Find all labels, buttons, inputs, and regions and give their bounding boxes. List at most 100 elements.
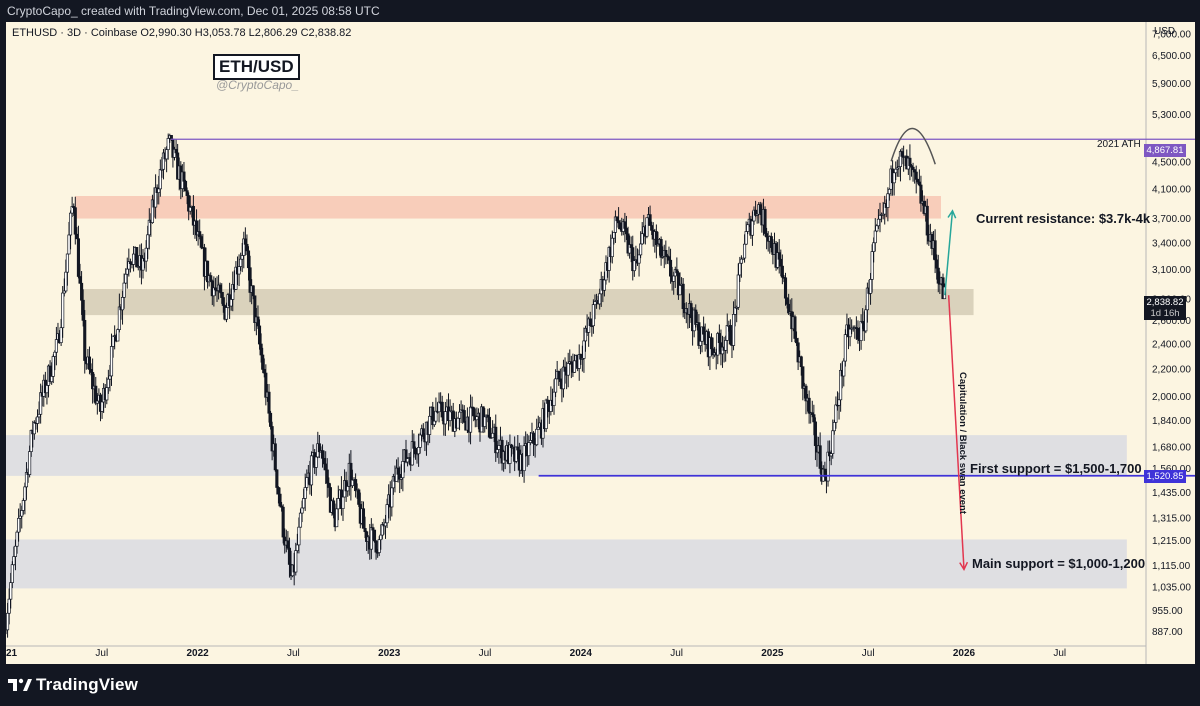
candle-body [935,259,939,269]
candle-body [320,450,325,459]
candle-body [495,449,499,454]
candle-body [765,233,769,238]
candle-body [544,399,548,430]
candle-body [15,531,19,547]
candle-body [535,428,539,446]
candle-body [303,487,307,499]
candle-body [588,318,592,326]
candle-body [483,416,487,427]
candle-body [632,260,636,272]
candle-body [295,544,299,551]
candle-body [733,307,737,315]
candle-body [239,258,243,267]
candle-body [462,410,466,423]
y-tick-label: 2,400.00 [1152,339,1191,350]
candle-body [612,231,616,239]
candle-body [183,180,188,192]
candle-body [117,306,121,330]
candle-body [785,297,789,305]
candle-body [374,540,378,553]
author-handle: @CryptoCapo_ [216,78,299,92]
x-tick-label: Jul [95,648,108,659]
candle-body [801,366,805,389]
rounded-top-arc [890,127,936,165]
candle-body [144,247,148,262]
y-tick-label: 1,840.00 [1152,416,1191,427]
candle-body [35,416,40,424]
y-tick-label: 887.00 [1152,627,1183,638]
candle-body [361,508,366,529]
candle-body [50,376,54,382]
candle-body [243,238,247,245]
x-tick-label: 2024 [570,648,593,659]
tradingview-wordmark[interactable]: TradingView [36,675,139,694]
candle-body [654,231,658,246]
x-axis: 2021 Jul 2022 Jul 2023 Jul 2024 Jul 2025 Jul 2026 J… [6,648,1066,659]
candle-body [109,346,114,377]
candle-body [259,343,263,356]
x-tick-label: 2026 [953,648,976,659]
candle-body [218,284,222,293]
candle-body [598,293,602,305]
candle-body [120,297,125,311]
candle-body [314,456,318,468]
chart-plot[interactable]: 887.00 955.00 1,035.00 1,115.00 1,215.00 1,31… [6,22,1195,664]
arrows-layer [944,209,969,571]
candle-body [531,432,536,444]
capitulation-label: Capitulation / Black swan event [957,372,968,515]
x-tick-label: Jul [670,648,683,659]
y-tick-label: 3,100.00 [1152,265,1191,276]
candle-body [132,253,136,265]
y-tick-label: 5,300.00 [1152,110,1191,121]
candle-body [165,149,169,160]
candle-body [336,498,340,510]
candle-body [650,225,654,231]
candle-body [629,244,633,248]
chart-title: ETH/USD [213,54,300,80]
candle-body [261,354,265,370]
candle-body [859,320,863,341]
candle-body [346,486,350,492]
candle-body [648,214,652,226]
candle-body [842,360,846,377]
candle-body [412,441,416,449]
candle-body [428,415,432,435]
candle-body [873,230,877,244]
y-tick-label: 2,200.00 [1152,364,1191,375]
candle-body [12,556,16,566]
candle-body [908,157,912,166]
y-axis: 887.00 955.00 1,035.00 1,115.00 1,215.00 1,31… [1152,30,1191,639]
candle-body [834,404,838,423]
candle-body [87,356,92,370]
candle-body [28,451,32,475]
x-tick-label: 2022 [186,648,209,659]
candle-body [325,469,329,484]
candle-body [818,445,822,469]
candle-body [281,506,285,538]
candle-body [527,442,531,457]
candle-body [240,255,244,260]
candle-body [401,461,405,479]
candle-body [689,303,693,319]
candle-body [804,385,808,402]
support-price-badge: 1,520.85 [1144,470,1186,483]
candle-body [69,212,73,236]
main-support-label: Main support = $1,000-1,200 [972,556,1146,571]
candle-body [443,411,447,425]
candle-body [237,266,241,275]
zone-first-support [6,435,1127,476]
tradingview-logo-icon[interactable] [8,674,32,696]
candle-body [832,421,836,432]
candle-body [300,507,304,514]
candle-body [76,238,80,277]
candle-body [83,320,87,361]
candle-body [229,299,233,307]
candle-body [396,467,400,475]
candle-body [377,539,381,553]
candle-body [914,171,918,180]
candle-body [497,445,501,450]
candle-body [913,169,917,173]
candle-body [269,412,273,427]
candle-body [251,285,255,297]
candle-body [624,228,629,235]
